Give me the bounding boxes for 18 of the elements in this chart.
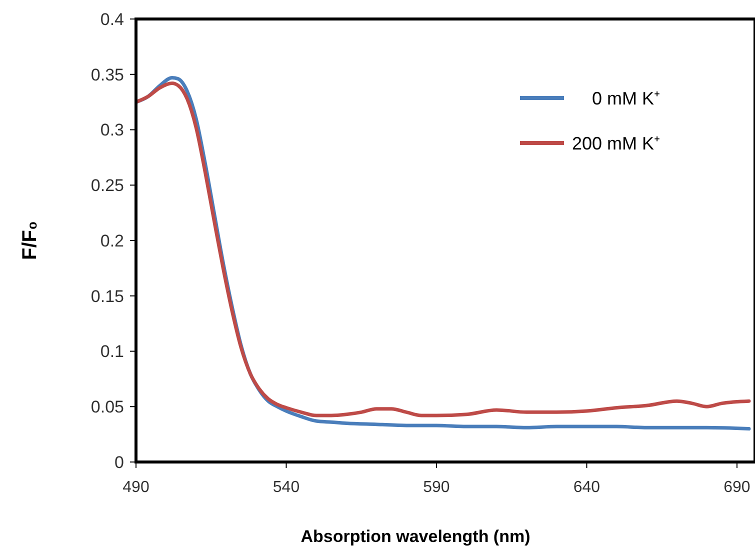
y-tick-label: 0.35 <box>90 65 124 84</box>
x-tick-label: 690 <box>724 479 750 496</box>
legend-label: 200 mM K⁺ <box>572 133 660 154</box>
y-tick-label: 0.05 <box>90 398 124 417</box>
y-tick-label: 0.2 <box>100 231 124 250</box>
y-tick-label: 0.3 <box>100 120 124 140</box>
y-tick-label: 0.1 <box>100 342 124 362</box>
x-tick-label: 540 <box>272 479 300 496</box>
x-tick-label: 490 <box>122 479 150 496</box>
y-axis-title: F/F₀ <box>19 220 41 260</box>
x-tick-label: 590 <box>423 479 450 496</box>
y-tick-label: 0.15 <box>90 286 124 306</box>
y-tick-label: 0.25 <box>90 176 124 196</box>
y-tick-label: 0 <box>114 452 124 472</box>
x-tick-label: 640 <box>573 479 600 496</box>
legend-label: 0 mM K⁺ <box>592 88 660 108</box>
y-tick-label: 0.4 <box>100 10 124 29</box>
x-axis-title: Absorption wavelength (nm) <box>300 527 530 546</box>
